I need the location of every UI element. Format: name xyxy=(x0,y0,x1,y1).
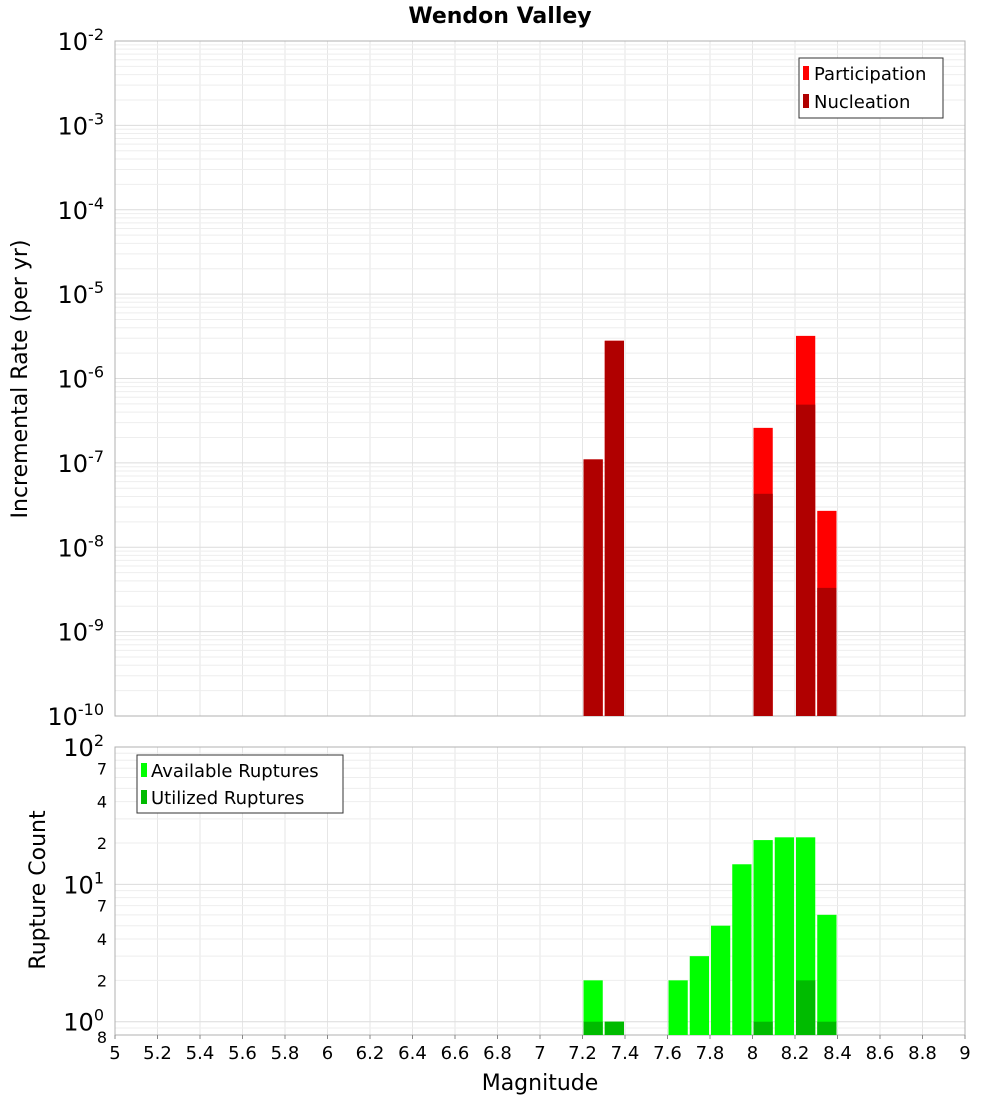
utilized-legend-label: Utilized Ruptures xyxy=(151,788,304,809)
participation-legend-label: Participation xyxy=(814,64,926,85)
x-tick-label: 6 xyxy=(322,1043,333,1064)
bottom-y-minor-tick-label: 4 xyxy=(97,930,107,949)
chart-title: Wendon Valley xyxy=(408,4,591,29)
rupture-count-panel: 100 101 102 8 2 4 7 2 4 7 5 5.2 5.4 5.6 5.8 6 6.2 6.4 6.6 6… xyxy=(63,731,970,1064)
x-tick-label: 6.8 xyxy=(483,1043,512,1064)
bottom-y-minor-tick-label: 2 xyxy=(97,834,107,853)
utilized-legend-swatch xyxy=(141,790,147,804)
top-y-tick-label: 10-10 xyxy=(47,700,104,731)
nucleation-bar xyxy=(604,340,624,716)
nucleation-bar xyxy=(817,587,837,716)
nucleation-legend-swatch xyxy=(803,94,809,108)
x-tick-label: 7.4 xyxy=(611,1043,640,1064)
x-tick-label: 8 xyxy=(747,1043,758,1064)
top-legend-box xyxy=(798,57,944,119)
bottom-y-major-tick-label: 100 xyxy=(63,1006,104,1037)
available-legend-swatch xyxy=(141,763,147,777)
utilized-ruptures-bar xyxy=(817,1021,837,1035)
available-ruptures-bar xyxy=(753,840,773,1035)
x-tick-label: 9 xyxy=(959,1043,970,1064)
utilized-ruptures-bar xyxy=(796,980,816,1035)
utilized-ruptures-bar xyxy=(604,1021,624,1035)
bottom-y-minor-tick-label: 7 xyxy=(97,759,107,778)
utilized-ruptures-bar xyxy=(753,1021,773,1035)
bottom-legend-box xyxy=(136,754,344,814)
bottom-y-minor-tick-label: 2 xyxy=(97,971,107,990)
available-ruptures-bar xyxy=(774,837,794,1035)
top-y-tick-label: 10-6 xyxy=(58,363,105,394)
x-tick-label: 7.8 xyxy=(696,1043,725,1064)
bottom-y-major-tick-label: 101 xyxy=(63,868,104,899)
available-ruptures-bar xyxy=(689,956,709,1035)
top-y-tick-label: 10-5 xyxy=(58,278,105,309)
x-tick-label: 5 xyxy=(109,1043,120,1064)
nucleation-bar xyxy=(753,493,773,716)
x-axis-label: Magnitude xyxy=(482,1071,599,1096)
participation-legend-swatch xyxy=(803,66,809,80)
bottom-legend: Available Ruptures Utilized Ruptures xyxy=(136,754,344,814)
available-ruptures-bar xyxy=(668,980,688,1035)
x-tick-label: 5.6 xyxy=(228,1043,257,1064)
top-y-tick-label: 10-7 xyxy=(58,447,105,478)
nucleation-bar xyxy=(796,404,816,716)
utilized-ruptures-bar xyxy=(583,1021,603,1035)
top-legend: Participation Nucleation xyxy=(798,57,944,119)
top-y-axis-label: Incremental Rate (per yr) xyxy=(8,240,33,519)
available-ruptures-bar xyxy=(817,914,837,1035)
x-tick-label: 7.2 xyxy=(568,1043,597,1064)
bottom-y-major-tick-label: 102 xyxy=(63,731,104,762)
x-tick-label: 8.6 xyxy=(866,1043,895,1064)
bottom-y-minor-tick-label: 8 xyxy=(97,1028,107,1047)
x-tick-label: 6.2 xyxy=(356,1043,385,1064)
bottom-y-minor-tick-label: 4 xyxy=(97,793,107,812)
x-tick-label: 5.4 xyxy=(186,1043,215,1064)
x-tick-label: 6.6 xyxy=(441,1043,470,1064)
top-plot-frame xyxy=(114,40,966,717)
x-tick-label: 6.4 xyxy=(398,1043,427,1064)
x-tick-label: 8.2 xyxy=(781,1043,810,1064)
x-tick-label: 8.8 xyxy=(908,1043,937,1064)
available-ruptures-bar xyxy=(711,925,731,1035)
x-tick-label: 8.4 xyxy=(823,1043,852,1064)
x-tick-label: 5.8 xyxy=(271,1043,300,1064)
available-ruptures-bar xyxy=(732,864,752,1035)
nucleation-bar xyxy=(583,459,603,716)
top-y-tick-label: 10-2 xyxy=(58,25,105,56)
top-y-tick-label: 10-3 xyxy=(58,109,105,140)
top-y-tick-label: 10-8 xyxy=(58,531,105,562)
participation-nucleation-panel: 10-10 10-9 10-8 10-7 10-6 10-5 10-4 10-3 10-2 Par… xyxy=(47,25,966,731)
x-tick-label: 7.6 xyxy=(653,1043,682,1064)
x-tick-label: 7 xyxy=(534,1043,545,1064)
top-y-tick-label: 10-4 xyxy=(58,194,105,225)
top-y-tick-label: 10-9 xyxy=(58,616,105,647)
available-ruptures-bar xyxy=(583,980,603,1035)
nucleation-legend-label: Nucleation xyxy=(814,92,910,113)
available-legend-label: Available Ruptures xyxy=(151,761,319,782)
x-tick-label: 5.2 xyxy=(143,1043,172,1064)
bottom-y-minor-tick-label: 7 xyxy=(97,897,107,916)
bottom-y-axis-label: Rupture Count xyxy=(26,810,51,970)
